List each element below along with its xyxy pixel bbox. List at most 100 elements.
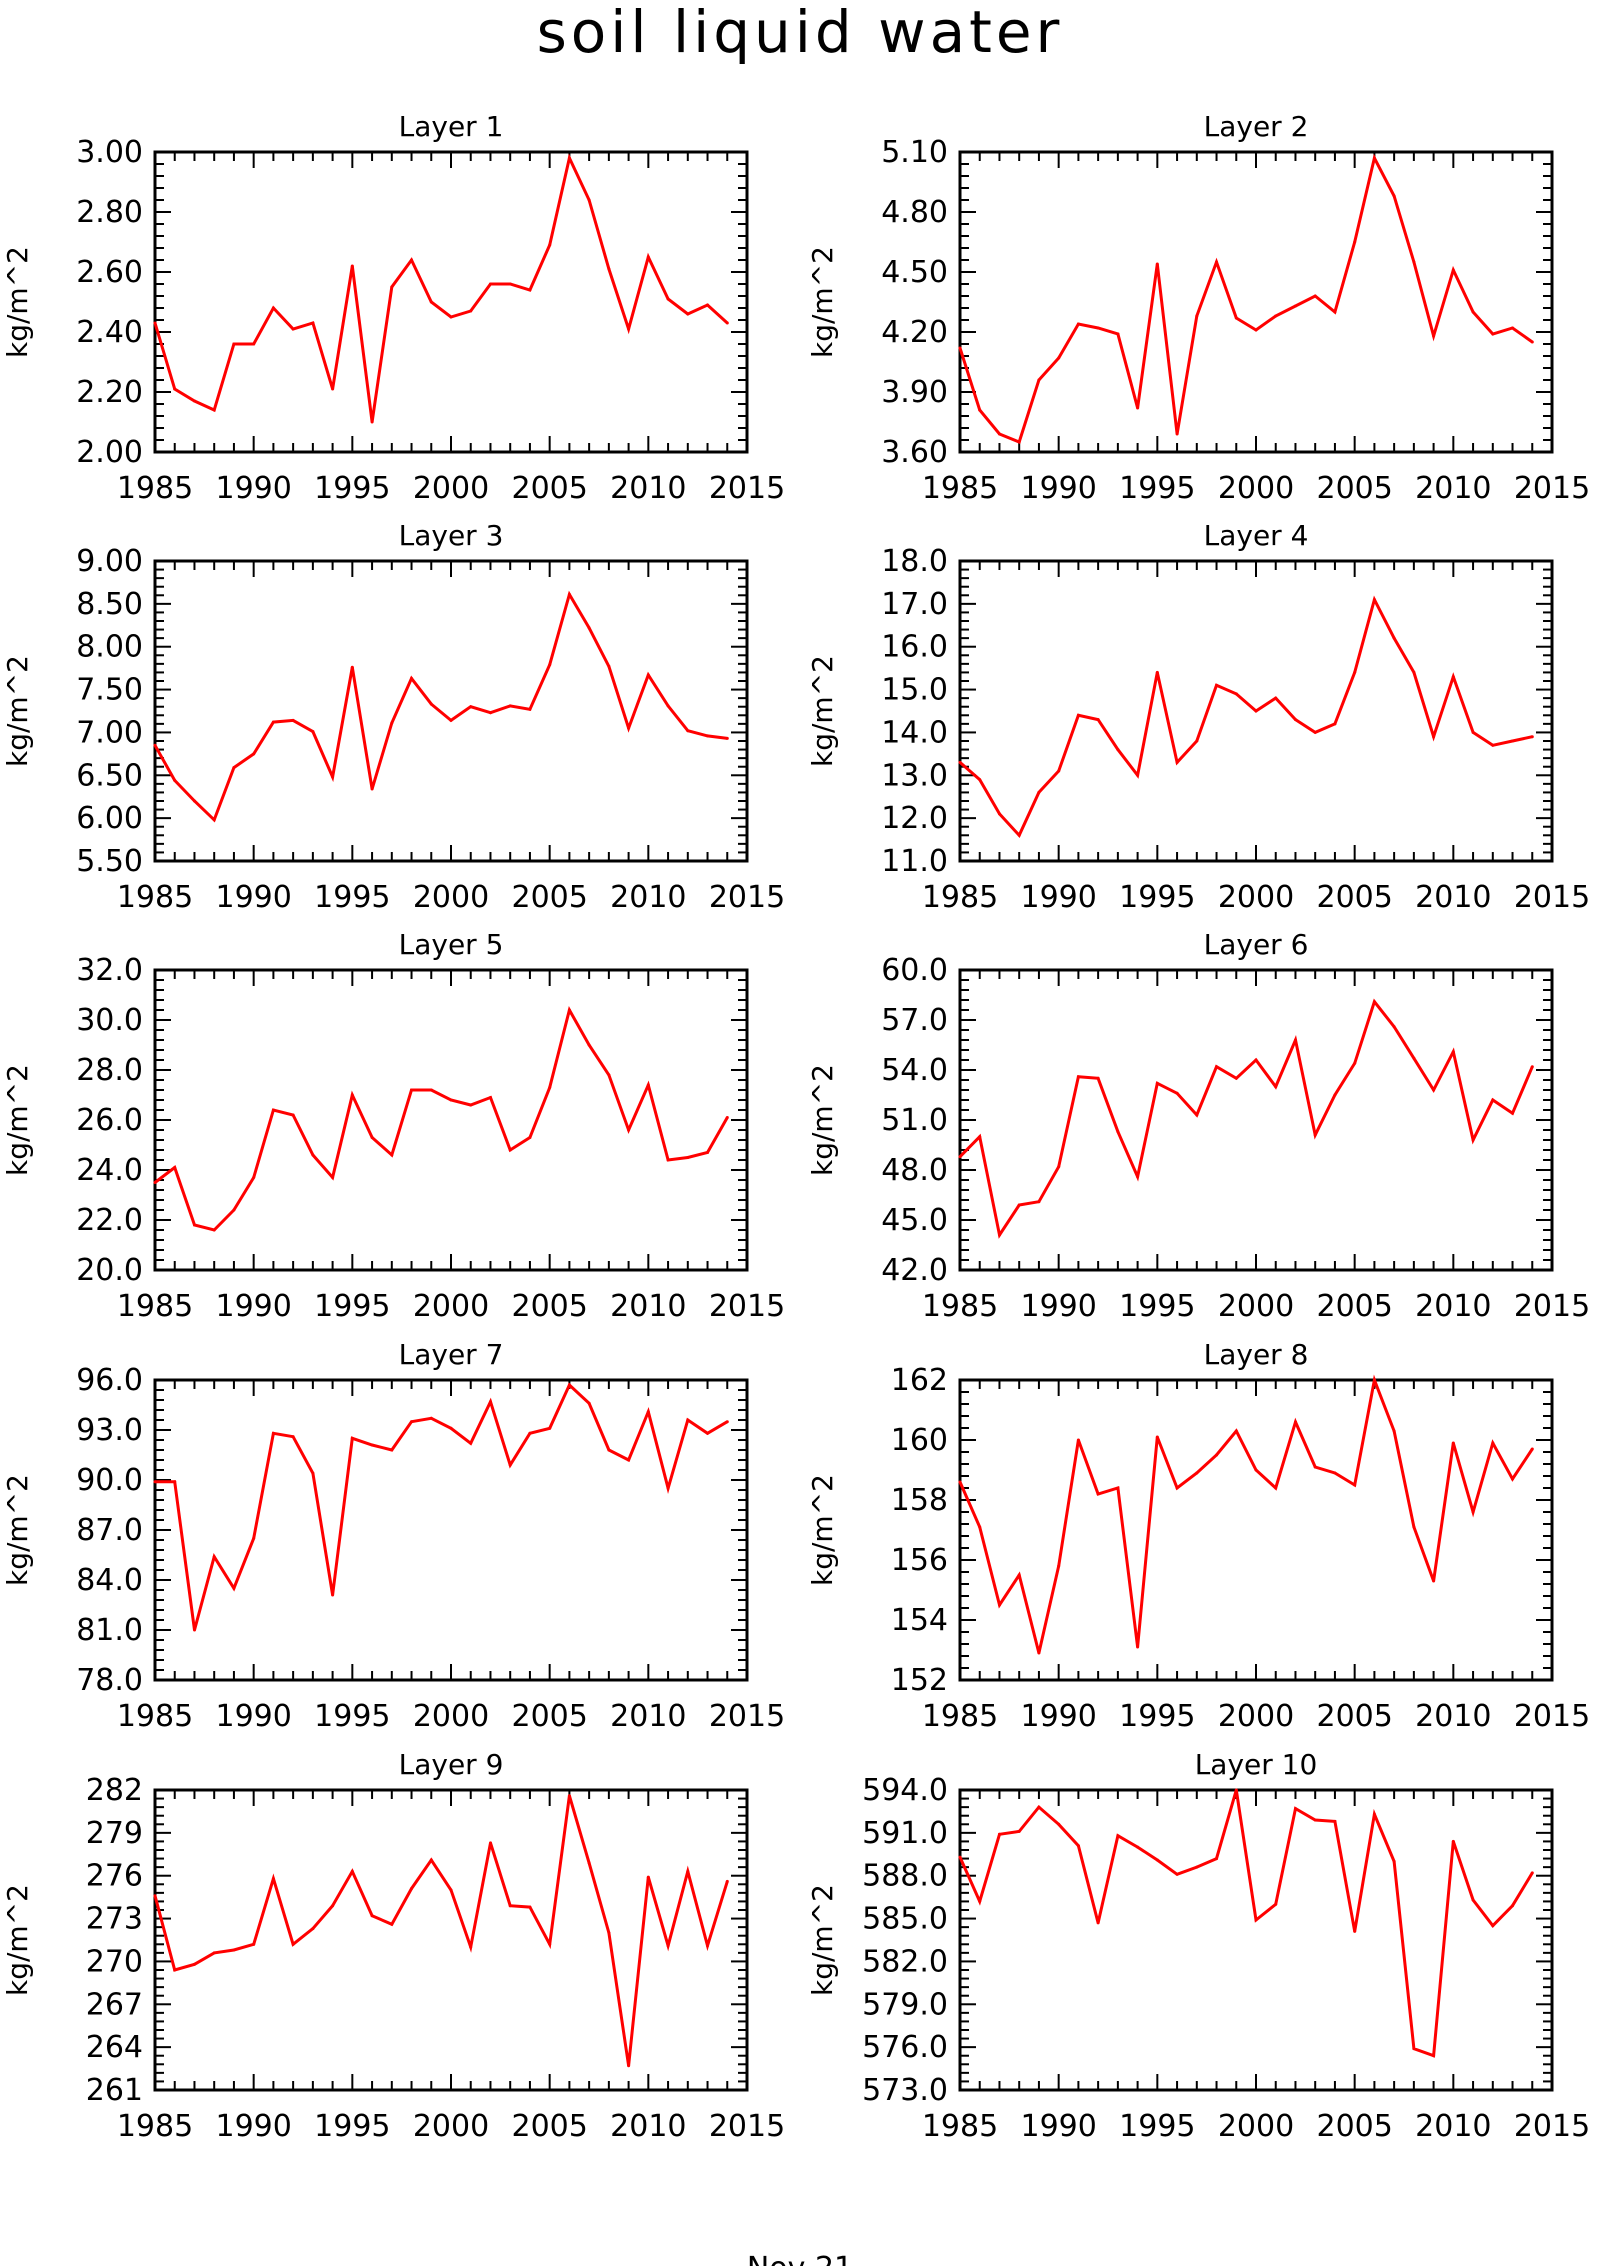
layer-3-x-tick-label: 1985 xyxy=(117,880,193,915)
layer-2-data-point xyxy=(1313,294,1317,298)
layer-4-data-point xyxy=(1451,675,1455,679)
layer-6-x-tick-label: 1995 xyxy=(1119,1289,1195,1324)
layer-10-data-point xyxy=(1432,2054,1436,2058)
layer-7-x-tick-label: 1985 xyxy=(117,1699,193,1734)
layer-4-data-point xyxy=(1432,735,1436,739)
panels-group: Layer 1 kg/m^2 1985 1990 1995 2000 2005 2010 201… xyxy=(1,110,1590,2144)
layer-2-x-tick-label: 2015 xyxy=(1514,471,1590,506)
layer-5-series-line xyxy=(154,1005,729,1232)
layer-8-x-tick-label: 2010 xyxy=(1415,1699,1491,1734)
layer-7-data-point xyxy=(548,1426,552,1430)
layer-1-data-point xyxy=(311,321,315,325)
layer-4-data-point xyxy=(1254,709,1258,713)
layer-3-data-point xyxy=(528,707,532,711)
layer-10-x-tick-label: 2015 xyxy=(1514,2109,1590,2144)
layer-7-x-tick-label: 1990 xyxy=(215,1699,291,1734)
layer-3-series-line xyxy=(153,590,728,823)
layer-1-data-point xyxy=(429,300,433,304)
layer-8-data-point xyxy=(1353,1483,1357,1487)
layer-9-data-point xyxy=(390,1922,394,1926)
layer-10-data-point xyxy=(1353,1929,1357,1933)
layer-9-data-point xyxy=(706,1944,709,1948)
layer-4-data-point xyxy=(1136,773,1140,777)
layer-7-data-point xyxy=(212,1555,216,1559)
layer-6-data-point xyxy=(1294,1038,1297,1042)
layer-4-data-point xyxy=(1471,730,1475,734)
layer-9-y-tick-label: 273 xyxy=(86,1902,143,1937)
layer-10-data-point xyxy=(1096,1921,1100,1925)
layer-5-x-tick-label: 1985 xyxy=(117,1289,193,1324)
layer-3-data-point xyxy=(725,736,729,740)
layer-6-y-tick-label: 45.0 xyxy=(881,1203,948,1238)
layer-9-data-point xyxy=(291,1942,295,1946)
layer-4-y-tick-label: 14.0 xyxy=(881,715,948,750)
layer-5-data-point xyxy=(706,1151,709,1154)
layer-10-y-tick-label: 582.0 xyxy=(862,1944,948,1979)
layer-4-data-point xyxy=(1491,743,1495,747)
layer-6-x-tick-label: 2010 xyxy=(1415,1289,1491,1324)
layer-9-y-tick-label: 267 xyxy=(86,1987,143,2022)
layer-10-data-point xyxy=(958,1855,962,1859)
layer-2-data-point xyxy=(998,432,1001,436)
layer-4-data-point xyxy=(1372,598,1376,602)
layer-6-x-tick-label: 1985 xyxy=(922,1289,998,1324)
layer-10-x-tick-label: 1995 xyxy=(1119,2109,1195,2144)
layer-8-data-point xyxy=(1491,1441,1495,1445)
layer-9-data-point xyxy=(429,1858,433,1862)
layer-3-data-point xyxy=(153,743,157,747)
layer-2-data-point xyxy=(1175,432,1179,436)
layer-8-x-tick-label: 2005 xyxy=(1316,1699,1392,1734)
layer-6-data-point xyxy=(1451,1050,1455,1054)
layer-3-y-tick-label: 6.50 xyxy=(76,758,143,793)
layer-1-data-point xyxy=(607,267,611,271)
layer-7-data-point xyxy=(607,1448,611,1452)
layer-2-x-tick-label: 2010 xyxy=(1415,471,1491,506)
layer-8-data-point xyxy=(1254,1468,1258,1472)
layer-9-y-tick-label: 279 xyxy=(86,1816,143,1851)
layer-5-y-tick-label: 30.0 xyxy=(76,1003,143,1038)
layer-1-data-point xyxy=(193,399,196,403)
layer-10-x-tick-label: 2005 xyxy=(1316,2109,1392,2144)
layer-10-data-point xyxy=(1017,1829,1021,1833)
layer-7-x-tick-label: 1995 xyxy=(314,1699,390,1734)
layer-6-data-point xyxy=(1175,1091,1179,1095)
panel-layer-4: Layer 4 kg/m^2 1985 1990 1995 2000 2005 2010 201… xyxy=(806,519,1590,915)
layer-3-y-axis-label: kg/m^2 xyxy=(1,655,34,767)
layer-1-data-point xyxy=(508,282,512,286)
layer-1-data-point xyxy=(666,297,670,301)
layer-1-data-point xyxy=(489,282,492,286)
layer-3-data-point xyxy=(548,663,552,667)
layer-9-data-point xyxy=(252,1942,256,1946)
layer-6-title: Layer 6 xyxy=(1204,928,1309,961)
layer-3-data-point xyxy=(252,752,256,756)
layer-3-data-point xyxy=(429,702,433,706)
layer-4-y-axis-label: kg/m^2 xyxy=(806,655,839,767)
layer-5-data-point xyxy=(410,1088,413,1092)
layer-9-x-tick-label: 2005 xyxy=(511,2109,587,2144)
layer-6-data-point xyxy=(1215,1065,1218,1069)
layer-1-data-point xyxy=(646,255,650,259)
layer-1-data-point xyxy=(350,264,354,268)
layer-4-data-point xyxy=(1017,833,1021,837)
layer-2-y-tick-label: 5.10 xyxy=(881,135,948,170)
layer-2-y-tick-label: 4.20 xyxy=(881,315,948,350)
layer-7-series-line xyxy=(155,1382,729,1631)
layer-9-data-point xyxy=(508,1904,512,1908)
layer-8-data-point xyxy=(1136,1645,1140,1649)
layer-10-data-point xyxy=(998,1832,1001,1836)
layer-2-data-point xyxy=(1096,326,1100,330)
layer-10-data-point xyxy=(1136,1845,1140,1849)
layer-3-data-point xyxy=(193,799,196,803)
layer-6-y-tick-label: 57.0 xyxy=(881,1003,948,1038)
layer-5-y-axis-label: kg/m^2 xyxy=(1,1064,34,1176)
layer-2-data-point xyxy=(1491,332,1495,336)
layer-2-data-point xyxy=(1511,326,1514,330)
layer-7-x-tick-label: 2015 xyxy=(709,1699,785,1734)
layer-1-data-point xyxy=(410,258,413,262)
layer-4-data-point xyxy=(978,778,982,782)
layer-9-data-point xyxy=(153,1894,157,1898)
layer-4-data-point xyxy=(1076,713,1080,717)
layer-3-data-point xyxy=(449,718,453,722)
layer-5-data-point xyxy=(153,1181,157,1184)
layer-1-x-tick-label: 2015 xyxy=(709,471,785,506)
